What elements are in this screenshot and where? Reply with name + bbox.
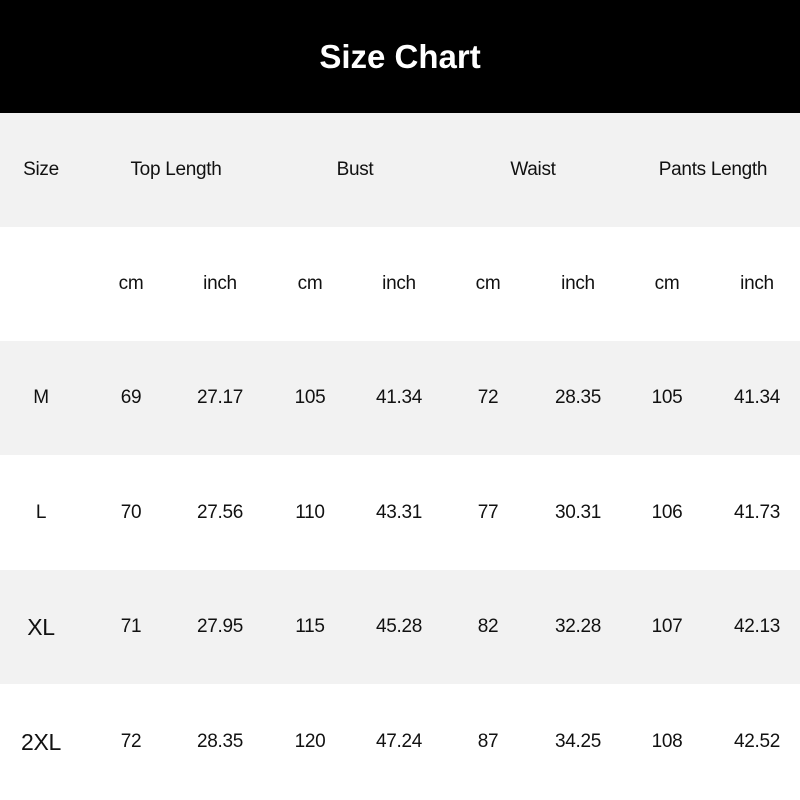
unit-label: inch [740,273,774,294]
table-cell: 41.34 [375,387,423,408]
table-cell: 69 [120,387,142,408]
page-title: Size Chart [319,38,481,75]
unit-label: inch [561,273,595,294]
table-cell: 27.95 [196,616,244,637]
table-cell: 105 [294,387,326,408]
unit-label: cm [118,273,144,294]
table-cell: 41.34 [733,387,781,408]
unit-label: cm [297,273,323,294]
table-cell: 107 [651,616,683,637]
unit-label: inch [382,273,416,294]
table-cell: 43.31 [375,502,423,523]
table-cell: 32.28 [554,616,602,637]
table-cell: 28.35 [554,387,602,408]
table-cell: 77 [477,502,499,523]
size-label: L [35,502,47,523]
table-cell: 70 [120,502,142,523]
table-cell: 47.24 [375,731,423,752]
table-cell: 30.31 [554,502,602,523]
size-label: XL [27,614,55,640]
table-cell: 27.56 [196,502,244,523]
header-group: Pants Length [658,159,768,180]
table-cell: 82 [477,616,499,637]
table-cell: 27.17 [196,387,244,408]
unit-label: cm [475,273,501,294]
unit-label: inch [203,273,237,294]
table-cell: 72 [477,387,499,408]
header-group: Top Length [130,159,222,180]
table-cell: 34.25 [554,731,602,752]
header-group: Waist [510,159,556,180]
table-cell: 42.13 [733,616,781,637]
header-size: Size [23,159,59,180]
header-group: Bust [336,159,374,180]
size-label: 2XL [20,729,62,755]
table-cell: 45.28 [375,616,423,637]
table-cell: 72 [120,731,142,752]
table-cell: 87 [477,731,499,752]
table-cell: 41.73 [733,502,781,523]
size-label: M [33,387,49,408]
table-cell: 28.35 [196,731,244,752]
table-cell: 106 [651,502,683,523]
table-cell: 42.52 [733,731,781,752]
table-cell: 71 [120,616,142,637]
row-band [0,113,800,227]
table-cell: 115 [295,616,325,637]
table-cell: 120 [294,731,326,752]
table-cell: 108 [651,731,683,752]
unit-label: cm [654,273,680,294]
table-cell: 105 [651,387,683,408]
table-cell: 110 [295,502,325,523]
row-band [0,570,800,684]
row-band [0,341,800,455]
title-bar [0,0,800,113]
